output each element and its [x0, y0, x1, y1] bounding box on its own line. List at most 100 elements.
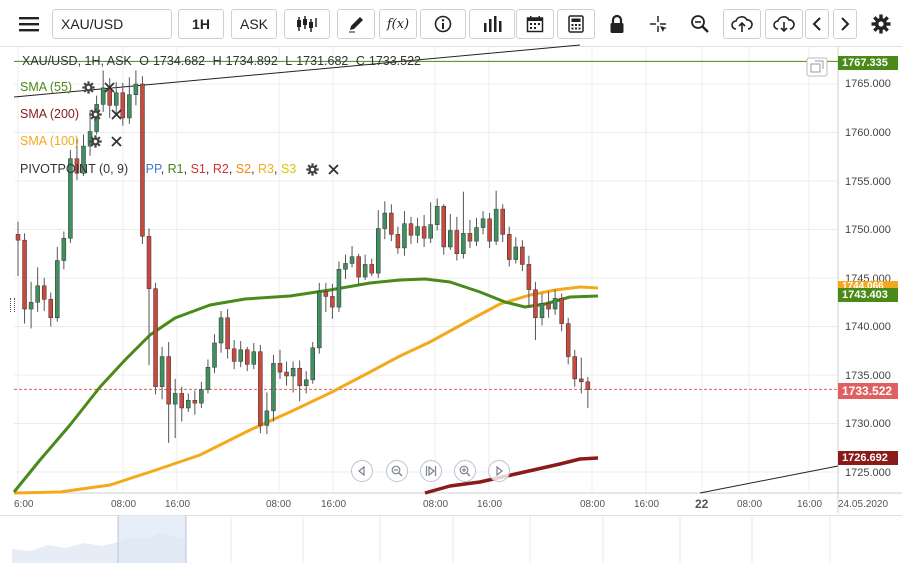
calendar-button[interactable] [516, 9, 554, 39]
x-tick: 16:00 [321, 499, 347, 510]
gear-icon[interactable] [306, 163, 319, 176]
nav-forward-button[interactable] [488, 460, 510, 482]
candle [533, 281, 538, 341]
download-button[interactable] [765, 9, 803, 39]
candle [513, 237, 519, 264]
candle-body [55, 260, 60, 319]
candle-body [271, 363, 276, 412]
candle-body [389, 212, 394, 235]
candle [120, 83, 126, 126]
x-tick: 24.05.2020 [838, 499, 889, 510]
nav-back-button[interactable] [351, 460, 373, 482]
sma100-line [13, 285, 599, 495]
legend-sma200-label: SMA (200) [20, 107, 80, 121]
candle [127, 77, 132, 124]
y-tick: 1740.000 [845, 321, 891, 333]
sma-lines [12, 277, 599, 495]
legend-sma200: SMA (200) [20, 107, 122, 122]
calculator-button[interactable] [557, 9, 595, 39]
function-button[interactable]: f(x) [379, 9, 417, 39]
x-tick: 08:00 [266, 499, 292, 510]
candle-body [362, 264, 368, 278]
candle [212, 334, 217, 374]
calculator-icon [568, 15, 584, 33]
pivot-s2: S2 [235, 162, 252, 176]
candle [448, 213, 453, 250]
reset-view-button[interactable] [420, 460, 442, 482]
candle-body [264, 410, 270, 426]
gear-icon[interactable] [88, 108, 102, 121]
pivot-pp: PP [145, 162, 161, 176]
zoom-in-icon [459, 465, 471, 477]
candle [205, 359, 211, 394]
candle-body [415, 226, 420, 236]
chart-type-button[interactable] [284, 9, 330, 39]
zoom-out-button[interactable] [386, 460, 408, 482]
zoom-in-button[interactable] [454, 460, 476, 482]
close-icon[interactable] [104, 82, 115, 93]
candle-body [146, 236, 152, 289]
volume-button[interactable] [469, 9, 515, 39]
interval-label: 1H [192, 16, 210, 32]
candle-body [434, 205, 440, 225]
candle [15, 221, 21, 277]
symbol-label: XAU/USD [61, 16, 124, 32]
left-drag-handle[interactable] [10, 298, 15, 312]
scroll-right-button[interactable] [833, 9, 857, 39]
candle [28, 281, 34, 329]
candle [336, 261, 342, 312]
candle [349, 245, 355, 268]
x-tick: 08:00 [423, 499, 449, 510]
close-icon[interactable] [111, 109, 122, 120]
zoom-icon [691, 15, 709, 33]
expand-icon[interactable] [806, 57, 828, 77]
y-tick: 1755.000 [845, 176, 891, 188]
candle [41, 278, 47, 311]
pivot-s1: S1 [190, 162, 206, 176]
badge-sma200: 1726.692 [838, 451, 898, 465]
ohlc-low: 1731.682 [296, 54, 349, 68]
candle [100, 70, 106, 113]
close-icon[interactable] [328, 164, 339, 175]
candle-body [349, 256, 355, 264]
pivot-s3: S3 [280, 162, 297, 176]
draw-button[interactable] [337, 9, 375, 39]
candle [565, 317, 571, 365]
candle [284, 361, 289, 386]
symbol-selector[interactable]: XAU/USD [52, 9, 172, 39]
menu-button[interactable] [14, 9, 44, 39]
candle-body [186, 399, 191, 409]
pivot-r2: R2 [212, 162, 229, 176]
candle-body [533, 289, 538, 319]
chevron-right-icon [841, 17, 850, 31]
lower-trendline [699, 465, 839, 494]
candle [218, 310, 224, 353]
scroll-left-button[interactable] [805, 9, 829, 39]
legend-sma100-label: SMA (100) [20, 134, 80, 148]
price-type-selector[interactable]: ASK [231, 9, 277, 39]
info-icon [434, 15, 452, 33]
gear-icon[interactable] [81, 81, 95, 94]
candle [35, 267, 40, 312]
candle [369, 258, 374, 277]
candle-body [382, 212, 388, 229]
crosshair-button[interactable] [643, 9, 673, 39]
y-tick: 1760.000 [845, 127, 891, 139]
triangle-left-icon [358, 466, 365, 476]
x-tick: 16:00 [634, 499, 660, 510]
interval-selector[interactable]: 1H [178, 9, 224, 39]
upload-button[interactable] [723, 9, 761, 39]
zoom-button[interactable] [685, 9, 715, 39]
candle [297, 360, 302, 402]
gear-icon[interactable] [88, 135, 102, 148]
settings-button[interactable] [866, 9, 896, 39]
chart-grid [14, 47, 902, 513]
info-button[interactable] [420, 9, 466, 39]
candle [552, 289, 558, 315]
candle-body [330, 296, 335, 308]
lock-button[interactable] [602, 9, 632, 39]
candle [146, 228, 152, 366]
close-icon[interactable] [111, 136, 122, 147]
navigator-strip[interactable] [0, 515, 902, 563]
